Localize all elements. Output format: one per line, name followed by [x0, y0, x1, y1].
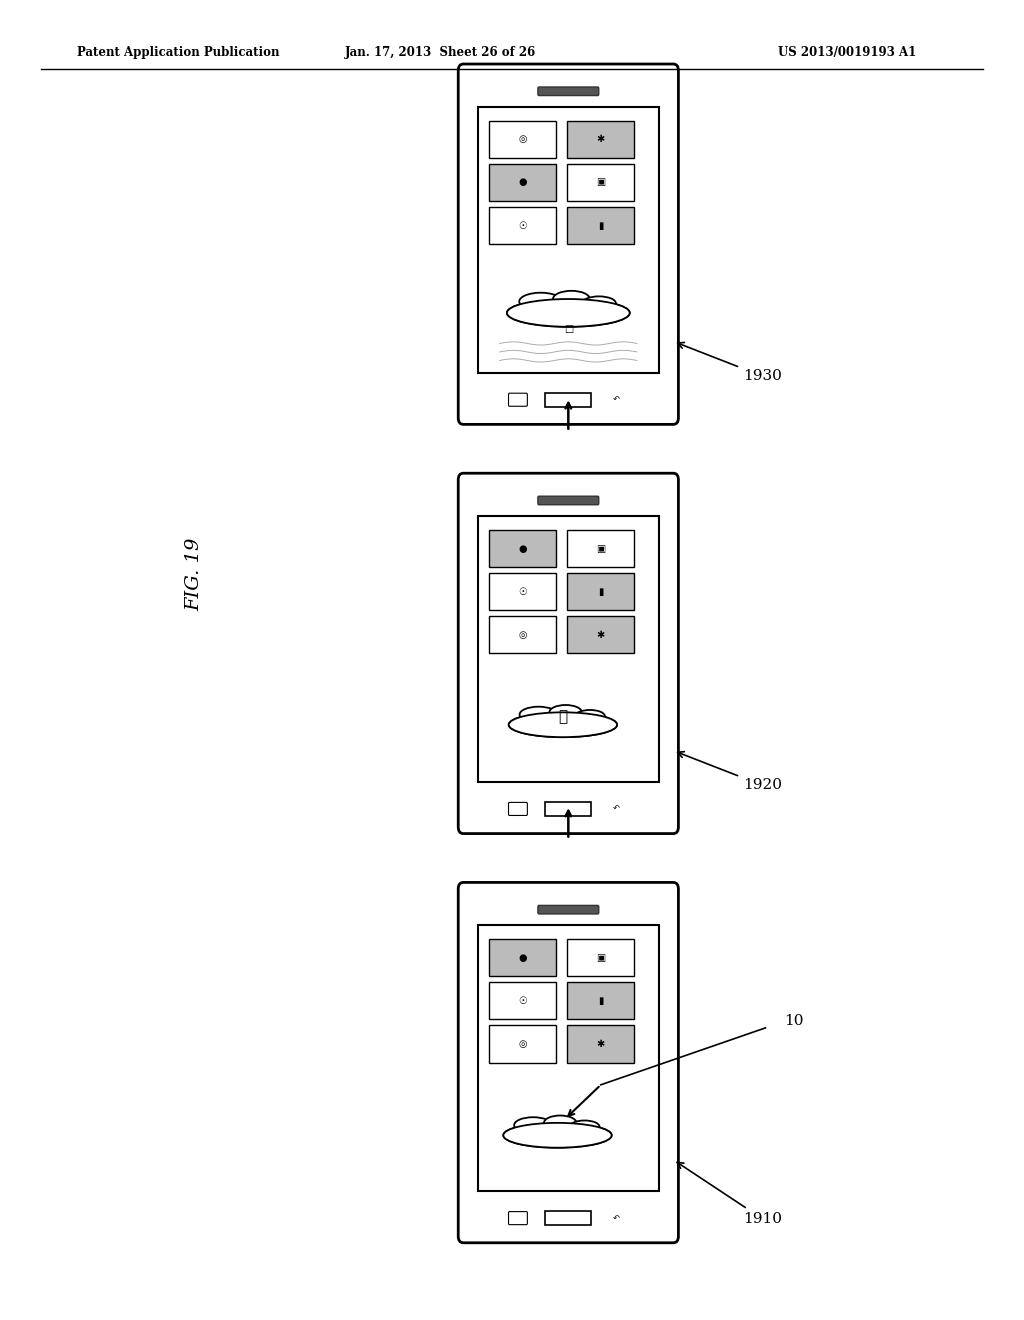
Text: ◎: ◎ [518, 135, 526, 144]
Ellipse shape [549, 705, 582, 719]
Text: ●: ● [518, 953, 526, 962]
FancyBboxPatch shape [509, 1212, 527, 1225]
Text: 10: 10 [784, 1014, 804, 1028]
Bar [567, 207, 634, 244]
Bar [488, 982, 556, 1019]
Bar [567, 1026, 634, 1063]
FancyBboxPatch shape [509, 393, 527, 407]
Bar [567, 121, 634, 158]
Text: ✱: ✱ [597, 1039, 605, 1049]
Text: ☉: ☉ [518, 995, 526, 1006]
Ellipse shape [544, 1115, 577, 1130]
Ellipse shape [553, 290, 590, 308]
Text: ↶: ↶ [613, 395, 621, 404]
Ellipse shape [519, 293, 562, 310]
FancyBboxPatch shape [459, 474, 679, 834]
Text: ▮: ▮ [598, 995, 603, 1006]
FancyBboxPatch shape [538, 906, 599, 913]
Bar [478, 107, 658, 372]
Text: ▮: ▮ [598, 586, 603, 597]
Text: 1910: 1910 [677, 1163, 782, 1226]
Bar [545, 803, 592, 816]
Ellipse shape [504, 1123, 611, 1147]
Bar [488, 164, 556, 201]
Text: ▣: ▣ [596, 953, 605, 962]
Ellipse shape [569, 1121, 599, 1133]
Bar [488, 1026, 556, 1063]
Text: 1920: 1920 [678, 751, 782, 792]
Text: Patent Application Publication: Patent Application Publication [77, 46, 280, 59]
Ellipse shape [507, 300, 630, 327]
Bar [545, 1212, 592, 1225]
Text: ☉: ☉ [518, 586, 526, 597]
Ellipse shape [582, 297, 615, 310]
Bar [567, 531, 634, 568]
Ellipse shape [504, 1123, 611, 1147]
Text: 1930: 1930 [678, 342, 781, 383]
FancyBboxPatch shape [538, 496, 599, 504]
Text: ◎: ◎ [518, 630, 526, 640]
Ellipse shape [519, 706, 557, 722]
Bar [488, 207, 556, 244]
Text: Jan. 17, 2013  Sheet 26 of 26: Jan. 17, 2013 Sheet 26 of 26 [345, 46, 536, 59]
Bar [567, 573, 634, 610]
Ellipse shape [509, 713, 617, 737]
Text: US 2013/0019193 A1: US 2013/0019193 A1 [778, 46, 916, 59]
Text: ▮: ▮ [598, 220, 603, 231]
Ellipse shape [507, 300, 630, 327]
Bar [488, 940, 556, 977]
Bar [478, 925, 658, 1191]
Text: FIG. 19: FIG. 19 [185, 537, 204, 611]
FancyBboxPatch shape [538, 87, 599, 95]
Bar [567, 616, 634, 653]
Bar [567, 982, 634, 1019]
Text: ◎: ◎ [518, 1039, 526, 1049]
Text: □: □ [563, 323, 573, 334]
Text: ✱: ✱ [597, 630, 605, 640]
Bar [478, 516, 658, 781]
Text: ▣: ▣ [596, 177, 605, 187]
Text: ☉: ☉ [518, 220, 526, 231]
Ellipse shape [514, 1117, 552, 1133]
FancyBboxPatch shape [459, 63, 679, 425]
Bar [567, 164, 634, 201]
Bar [567, 940, 634, 977]
Bar [488, 573, 556, 610]
Text: ↶: ↶ [613, 804, 621, 813]
Bar [488, 531, 556, 568]
Bar [545, 393, 592, 407]
Bar [488, 616, 556, 653]
Text: ✱: ✱ [597, 135, 605, 144]
Ellipse shape [575, 710, 605, 722]
Text: ↶: ↶ [613, 1213, 621, 1222]
Text: ●: ● [518, 177, 526, 187]
FancyBboxPatch shape [459, 882, 679, 1243]
Text: ✋: ✋ [558, 709, 567, 725]
Text: ●: ● [518, 544, 526, 553]
Bar [488, 121, 556, 158]
FancyBboxPatch shape [509, 803, 527, 816]
Ellipse shape [509, 713, 617, 737]
Text: ▣: ▣ [596, 544, 605, 553]
